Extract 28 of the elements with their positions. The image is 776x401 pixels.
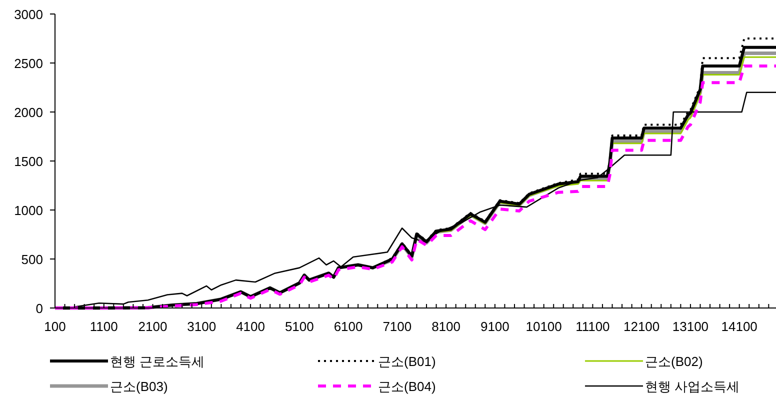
legend-label: 현행 사업소득세 (645, 379, 740, 394)
x-tick-label: 10100 (526, 319, 562, 334)
legend-label: 근소(B01) (378, 354, 436, 369)
x-tick-label: 7100 (382, 319, 412, 334)
x-tick-label: 1100 (90, 319, 118, 334)
y-tick-label: 2500 (14, 56, 43, 71)
y-tick-label: 0 (36, 301, 43, 316)
x-tick-label: 3100 (187, 319, 216, 334)
x-tick-label: 13100 (672, 319, 709, 334)
y-tick-label: 1500 (14, 154, 43, 169)
x-tick-label: 2100 (138, 319, 168, 334)
x-tick-label: 6100 (334, 319, 363, 334)
legend-label: 근소(B02) (645, 354, 703, 369)
x-tick-label: 11100 (576, 319, 610, 334)
x-tick-label: 100 (44, 319, 66, 334)
x-tick-label: 4100 (236, 319, 265, 334)
y-tick-label: 3000 (14, 7, 43, 22)
y-tick-label: 2000 (14, 105, 43, 120)
y-tick-label: 1000 (14, 203, 43, 218)
x-tick-label: 8100 (432, 319, 461, 334)
legend-label: 근소(B03) (110, 379, 168, 394)
y-tick-label: 500 (21, 252, 43, 267)
x-tick-label: 9100 (480, 319, 510, 334)
legend-label: 근소(B04) (378, 379, 436, 394)
x-tick-label: 12100 (624, 319, 660, 334)
legend-label: 현행 근로소득세 (110, 354, 205, 369)
x-tick-label: 14100 (721, 319, 758, 334)
x-tick-label: 5100 (284, 319, 314, 334)
